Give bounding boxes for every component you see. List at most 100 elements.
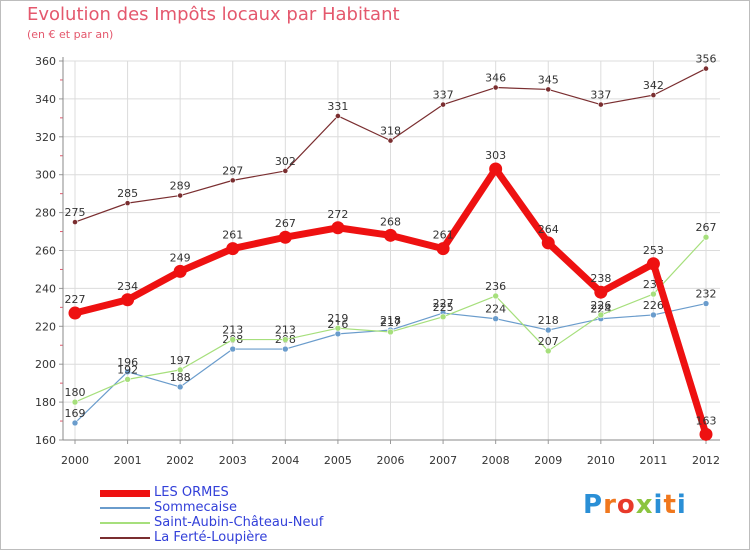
data-point-la-ferte-loupiere [597,101,604,108]
legend-label: La Ferté-Loupière [154,530,268,545]
data-label-saint-aubin-chateau-neuf: 192 [117,363,138,376]
legend-swatch [100,522,150,524]
data-point-saint-aubin-chateau-neuf [702,233,710,241]
data-point-les-ormes [594,285,608,299]
data-label-saint-aubin-chateau-neuf: 219 [327,312,348,325]
data-point-sommecaise [229,345,237,353]
data-label-les-ormes: 272 [327,208,348,221]
data-label-la-ferte-loupiere: 337 [590,89,611,102]
legend-item-les-ormes: LES ORMES [100,485,380,501]
data-label-la-ferte-loupiere: 297 [222,164,243,177]
data-label-les-ormes: 238 [590,272,611,285]
data-label-les-ormes: 163 [696,414,717,427]
legend-item-la-ferte: La Ferté-Loupière [100,530,380,546]
legend-label: Saint-Aubin-Château-Neuf [154,515,324,530]
data-point-les-ormes [226,242,240,256]
data-point-saint-aubin-chateau-neuf [282,336,289,343]
data-point-saint-aubin-chateau-neuf [229,336,237,343]
data-point-saint-aubin-chateau-neuf [71,398,79,406]
data-label-la-ferte-loupiere: 318 [380,125,401,138]
logo-letter: r [603,490,617,520]
data-label-les-ormes: 267 [275,217,296,230]
data-label-la-ferte-loupiere: 337 [433,89,454,102]
data-label-la-ferte-loupiere: 346 [485,72,506,85]
logo-letter: P [583,490,604,520]
chart-subtitle: (en € et par an) [27,28,114,41]
data-label-les-ormes: 268 [380,215,401,228]
data-point-la-ferte-loupiere [282,168,289,174]
data-label-saint-aubin-chateau-neuf: 225 [433,301,454,314]
logo-letter: i [653,490,664,520]
legend-item-saint-aubin: Saint-Aubin-Château-Neuf [100,515,380,531]
data-point-sommecaise [71,419,79,427]
x-tick-label: 2007 [429,454,457,467]
data-point-la-ferte-loupiere [703,65,709,72]
data-point-sommecaise [650,311,657,319]
x-tick-label: 2006 [377,454,405,467]
data-label-sommecaise: 218 [380,314,401,327]
data-point-la-ferte-loupiere [387,137,394,144]
y-tick-label: 280 [35,207,56,220]
data-label-sommecaise: 169 [65,407,86,420]
x-tick-label: 2008 [482,454,510,467]
data-label-sommecaise: 226 [643,299,664,312]
x-tick-label: 2000 [61,454,89,467]
data-label-les-ormes: 261 [433,229,454,242]
data-point-sommecaise [702,300,710,307]
data-point-la-ferte-loupiere [545,86,552,93]
data-label-les-ormes: 227 [65,293,86,306]
data-point-sommecaise [334,330,342,338]
x-tick-label: 2012 [692,454,720,467]
logo-letter: x [635,490,654,520]
data-point-saint-aubin-chateau-neuf [176,366,184,374]
data-point-les-ormes [436,242,450,256]
data-point-la-ferte-loupiere [440,101,446,108]
data-label-saint-aubin-chateau-neuf: 213 [275,324,296,337]
data-label-la-ferte-loupiere: 331 [327,100,348,113]
x-tick-label: 2011 [639,454,667,467]
data-point-sommecaise [124,368,131,376]
x-tick-label: 2003 [219,454,247,467]
data-point-les-ormes [173,264,187,278]
y-tick-label: 200 [35,358,56,371]
logo-letter: i [676,490,687,520]
data-label-saint-aubin-chateau-neuf: 207 [538,335,559,348]
data-label-sommecaise: 224 [485,303,506,316]
data-point-la-ferte-loupiere [177,192,184,199]
data-label-les-ormes: 303 [485,149,506,162]
data-label-sommecaise: 218 [538,314,559,327]
data-point-saint-aubin-chateau-neuf [544,347,552,355]
data-point-les-ormes [541,236,555,250]
data-label-sommecaise: 216 [327,318,348,331]
data-label-saint-aubin-chateau-neuf: 267 [696,221,717,234]
y-tick-label: 360 [35,55,56,68]
data-point-la-ferte-loupiere [124,200,131,207]
data-point-les-ormes [331,221,345,235]
y-tick-label: 340 [35,93,56,106]
x-tick-label: 2010 [587,454,615,467]
data-point-saint-aubin-chateau-neuf [492,292,499,300]
data-label-la-ferte-loupiere: 289 [170,180,191,193]
data-point-la-ferte-loupiere [335,113,341,119]
data-label-la-ferte-loupiere: 342 [643,79,664,92]
x-tick-label: 2002 [166,454,194,467]
data-point-la-ferte-loupiere [650,92,657,99]
data-point-la-ferte-loupiere [72,219,78,225]
data-point-sommecaise [282,345,289,353]
data-label-la-ferte-loupiere: 356 [696,53,717,66]
y-tick-label: 300 [35,169,56,182]
x-tick-label: 2004 [271,454,299,467]
data-label-la-ferte-loupiere: 285 [117,187,138,200]
data-point-la-ferte-loupiere [492,84,499,91]
data-point-les-ormes [384,228,397,242]
x-tick-label: 2001 [114,454,142,467]
y-tick-label: 240 [35,282,56,295]
data-point-saint-aubin-chateau-neuf [650,290,657,298]
data-label-les-ormes: 253 [643,244,664,257]
data-point-la-ferte-loupiere [229,177,236,184]
data-label-les-ormes: 249 [170,251,191,264]
x-tick-label: 2009 [534,454,562,467]
logo-letter: o [616,490,636,520]
